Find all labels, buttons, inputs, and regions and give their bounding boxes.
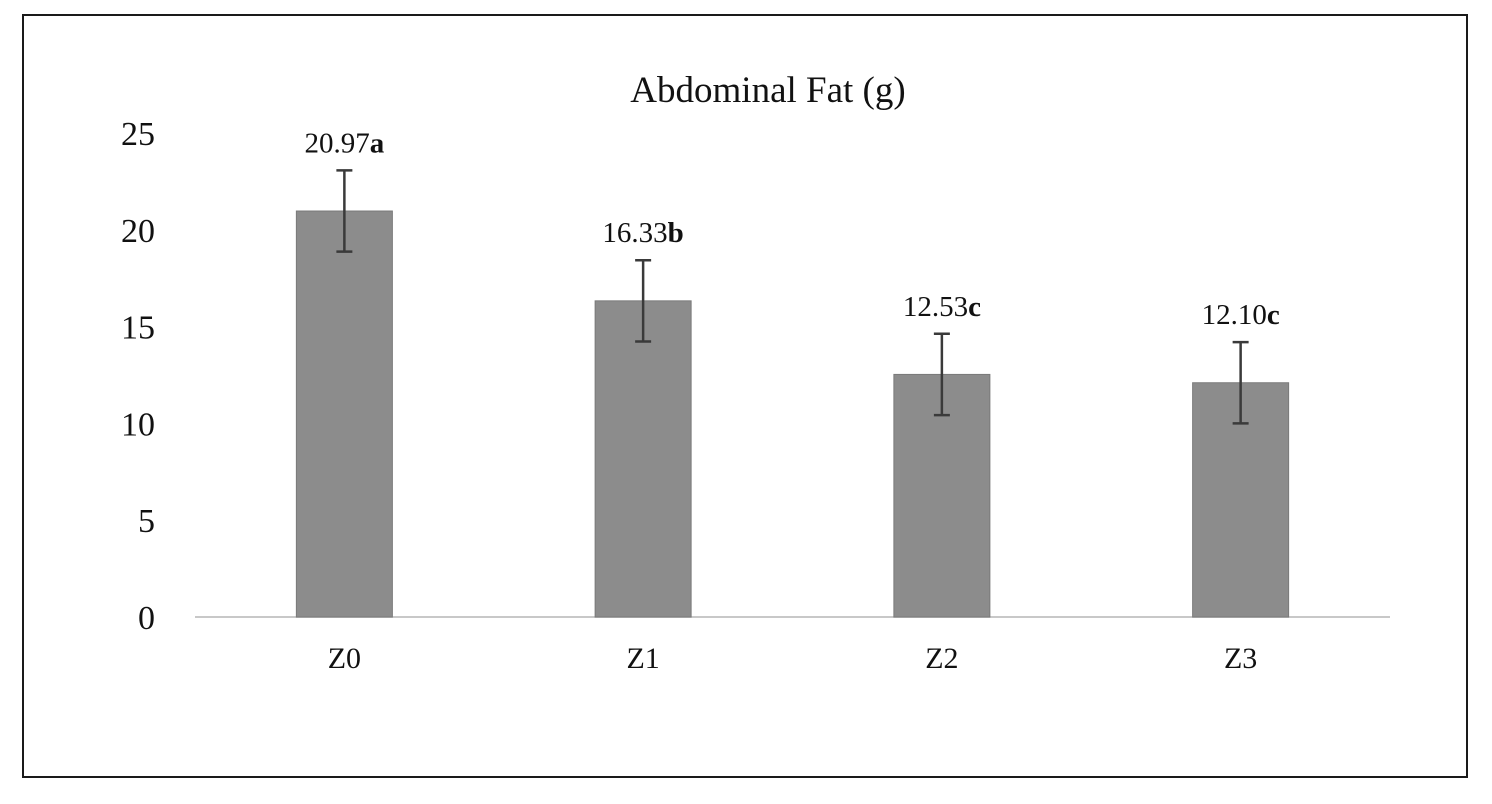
bar bbox=[295, 210, 393, 618]
y-tick-label: 20 bbox=[121, 213, 155, 250]
data-label: 12.53c bbox=[903, 291, 981, 323]
chart-title: Abdominal Fat (g) bbox=[630, 70, 905, 111]
x-tick-label: Z1 bbox=[626, 642, 659, 675]
data-label-value: 20.97 bbox=[305, 127, 370, 159]
y-axis-ticks: 0 5 10 15 20 25 bbox=[121, 116, 155, 637]
error-bars-group bbox=[336, 169, 1249, 425]
x-tick-label: Z2 bbox=[925, 642, 958, 675]
significance-letter: c bbox=[1267, 299, 1280, 331]
significance-letter: c bbox=[968, 291, 981, 323]
data-label: 16.33b bbox=[602, 217, 683, 249]
y-tick-label: 25 bbox=[121, 116, 155, 153]
bar bbox=[594, 300, 692, 618]
significance-letter: a bbox=[370, 127, 385, 159]
y-tick-label: 0 bbox=[138, 600, 155, 637]
data-label-value: 16.33 bbox=[602, 217, 667, 249]
y-tick-label: 15 bbox=[121, 310, 155, 347]
y-tick-label: 5 bbox=[138, 503, 155, 540]
x-axis-categories: Z0 Z1 Z2 Z3 bbox=[328, 642, 1258, 675]
significance-letter: b bbox=[668, 217, 684, 249]
x-tick-label: Z0 bbox=[328, 642, 361, 675]
y-tick-label: 10 bbox=[121, 406, 155, 443]
x-tick-label: Z3 bbox=[1224, 642, 1257, 675]
data-label-value: 12.10 bbox=[1202, 299, 1267, 331]
data-label-value: 12.53 bbox=[903, 291, 968, 323]
data-label: 20.97a bbox=[305, 127, 385, 159]
bars-group bbox=[295, 210, 1290, 618]
data-label: 12.10c bbox=[1202, 299, 1280, 331]
